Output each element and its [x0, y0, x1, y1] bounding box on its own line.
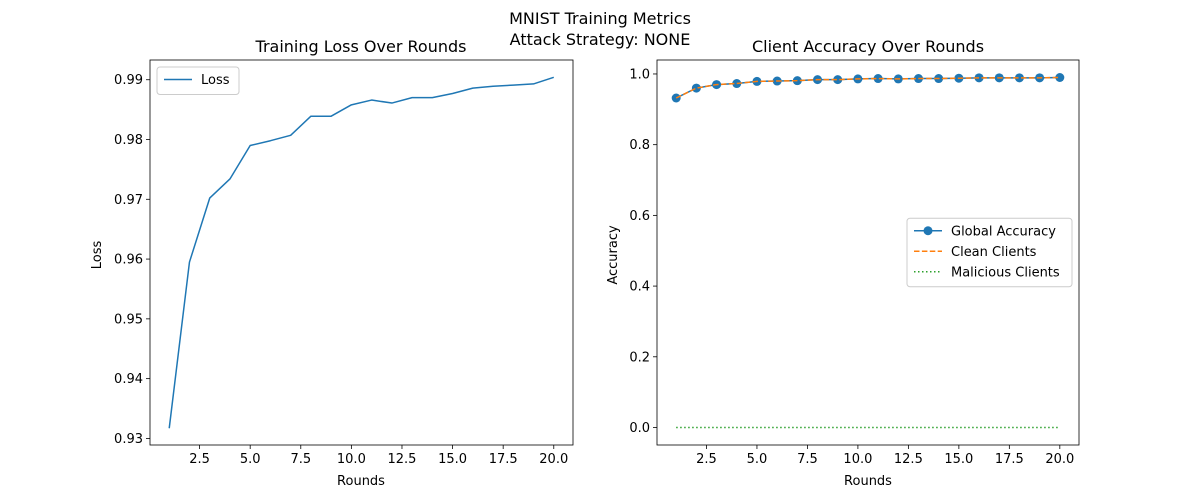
accuracy-xtick-label: 5.0: [747, 452, 768, 467]
accuracy-chart-title: Client Accuracy Over Rounds: [752, 37, 984, 56]
figure-suptitle-line1: MNIST Training Metrics: [509, 9, 691, 28]
loss-chart-title: Training Loss Over Rounds: [255, 37, 467, 56]
loss-legend-box: [156, 66, 240, 95]
figure-suptitle-line2: Attack Strategy: NONE: [510, 30, 691, 49]
loss-ytick-label: 0.95: [114, 312, 143, 327]
loss-ytick-label: 0.93: [114, 432, 143, 447]
loss-ytick-label: 0.97: [114, 193, 143, 208]
accuracy-series-global-accuracy-point: [833, 75, 843, 85]
loss-chart: Training Loss Over Rounds Rounds Loss 2.…: [90, 37, 574, 489]
accuracy-xtick-label: 20.0: [1045, 452, 1074, 467]
loss-xtick-label: 15.0: [438, 452, 467, 467]
loss-ytick-label: 0.99: [114, 73, 143, 88]
accuracy-xtick-label: 7.5: [797, 452, 818, 467]
accuracy-ytick-label: 0.4: [629, 280, 650, 295]
accuracy-ytick-label: 0.0: [629, 421, 650, 436]
loss-xtick-label: 2.5: [189, 452, 210, 467]
accuracy-legend-box: [906, 217, 1073, 288]
accuracy-xtick-label: 2.5: [696, 452, 717, 467]
accuracy-series-clean-clients-line: [675, 76, 1060, 99]
loss-xtick-label: 17.5: [489, 452, 518, 467]
loss-axes-frame: [149, 59, 574, 446]
accuracy-legend-label-clean-clients: Clean Clients: [951, 245, 1037, 260]
accuracy-xtick-label: 12.5: [894, 452, 923, 467]
accuracy-series-global-accuracy-point: [1014, 73, 1024, 83]
accuracy-xtick-label: 10.0: [843, 452, 872, 467]
accuracy-series-global-accuracy-point: [1055, 73, 1065, 82]
loss-ytick-label: 0.96: [114, 253, 143, 268]
accuracy-xtick-label: 17.5: [995, 452, 1024, 467]
accuracy-series-global-accuracy-point: [691, 83, 701, 93]
accuracy-ytick-label: 0.6: [629, 209, 650, 224]
loss-legend-label-loss: Loss: [201, 73, 230, 88]
loss-xtick-label: 20.0: [539, 452, 568, 467]
loss-ytick-label: 0.94: [114, 372, 143, 387]
accuracy-chart-ylabel: Accuracy: [606, 225, 621, 285]
accuracy-ytick-label: 0.2: [629, 350, 650, 365]
accuracy-chart: Client Accuracy Over Rounds Rounds Accur…: [606, 37, 1080, 489]
loss-chart-ylabel: Loss: [90, 241, 105, 270]
accuracy-ytick-label: 1.0: [629, 67, 650, 82]
loss-xtick-label: 7.5: [290, 452, 311, 467]
loss-xtick-label: 5.0: [240, 452, 261, 467]
accuracy-legend-label-malicious-clients: Malicious Clients: [951, 265, 1060, 280]
accuracy-legend-marker-global-accuracy: [923, 226, 933, 236]
loss-ytick-label: 0.98: [114, 133, 143, 148]
accuracy-axes-frame: [656, 59, 1080, 446]
accuracy-xtick-label: 15.0: [944, 452, 973, 467]
accuracy-legend-label-global-accuracy: Global Accuracy: [951, 224, 1056, 239]
accuracy-chart-xlabel: Rounds: [844, 474, 892, 489]
loss-series-loss-line: [168, 76, 555, 429]
loss-xtick-label: 12.5: [388, 452, 417, 467]
loss-xtick-label: 10.0: [337, 452, 366, 467]
loss-chart-xlabel: Rounds: [337, 474, 385, 489]
accuracy-ytick-label: 0.8: [629, 138, 650, 153]
accuracy-series-global-accuracy-point: [873, 74, 883, 84]
